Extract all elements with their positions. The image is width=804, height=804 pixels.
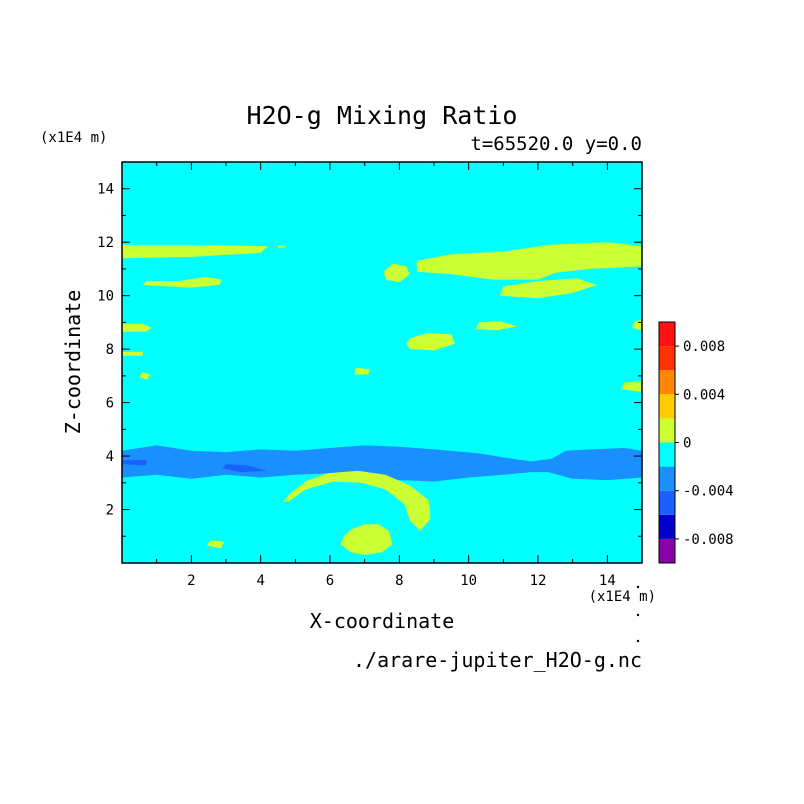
x-tick-label: 10 xyxy=(460,573,477,589)
contour-region xyxy=(354,367,370,375)
x-axis-label: X-coordinate xyxy=(310,609,455,633)
contour-region xyxy=(122,445,642,482)
contour-region xyxy=(122,460,147,466)
colorbar-tick-label: 0.008 xyxy=(683,339,725,355)
colorbar-swatch xyxy=(659,394,675,419)
contour-region xyxy=(122,351,143,356)
colorbar-swatch xyxy=(659,442,675,467)
chart-title: H2O-g Mixing Ratio xyxy=(247,101,518,130)
marker-dot xyxy=(636,613,640,617)
colorbar-swatch xyxy=(659,466,675,491)
marker-dots xyxy=(636,585,640,643)
y-tick-label: 2 xyxy=(106,503,114,519)
contour-region xyxy=(206,540,225,549)
contour-region xyxy=(122,244,268,259)
y-tick-label: 6 xyxy=(106,396,114,412)
colorbar: 0.008 0.004 0 -0.004 -0.008 xyxy=(658,321,734,564)
x-tick-label: 14 xyxy=(599,573,616,589)
colorbar-tick-label: -0.004 xyxy=(683,484,734,500)
contour-region xyxy=(499,278,597,299)
colorbar-swatch xyxy=(659,538,675,563)
contour-region xyxy=(340,524,393,555)
contour-region xyxy=(278,245,285,248)
x-tick-label: 8 xyxy=(395,573,403,589)
contour-region xyxy=(621,381,642,392)
contour-region xyxy=(383,263,410,283)
plot-frame xyxy=(121,161,643,564)
y-tick-label: 12 xyxy=(97,235,114,251)
colorbar-swatch xyxy=(659,418,675,443)
y-tick-label: 4 xyxy=(106,449,114,465)
colorbar-swatch xyxy=(659,346,675,371)
chart-subtitle: t=65520.0 y=0.0 xyxy=(470,133,642,155)
colorbar-swatch xyxy=(659,370,675,395)
contour-region xyxy=(122,323,152,332)
y-axis-label: Z-coordinate xyxy=(61,290,85,435)
y-tick-label: 10 xyxy=(97,289,114,305)
source-filename: ./arare-jupiter_H2O-g.nc xyxy=(353,648,642,672)
colorbar-swatch xyxy=(659,490,675,515)
marker-dot xyxy=(636,585,640,589)
contour-region xyxy=(416,242,642,280)
colorbar-tick-label: -0.008 xyxy=(683,532,734,548)
colorbar-swatch xyxy=(659,514,675,539)
contour-region xyxy=(406,333,455,351)
colorbar-swatch xyxy=(659,322,675,347)
contour-region xyxy=(475,321,518,331)
x-tick-label: 12 xyxy=(530,573,547,589)
contour-region xyxy=(283,470,431,531)
x-tick-label: 4 xyxy=(256,573,264,589)
y-tick-label: 8 xyxy=(106,342,114,358)
x-tick-label: 6 xyxy=(326,573,334,589)
plot-area: 2 4 6 8 10 12 14 2 4 6 8 10 12 14 xyxy=(97,161,643,589)
plot-background xyxy=(122,162,642,563)
x-tick-label: 2 xyxy=(187,573,195,589)
x-unit-label: (x1E4 m) xyxy=(589,589,656,605)
contour-region xyxy=(222,464,268,473)
y-unit-label: (x1E4 m) xyxy=(40,130,107,146)
colorbar-tick-label: 0 xyxy=(683,436,691,452)
colorbar-tick-label: 0.004 xyxy=(683,387,725,403)
contour-region xyxy=(139,371,150,380)
marker-dot xyxy=(636,639,640,643)
contour-region xyxy=(142,277,223,288)
y-tick-label: 14 xyxy=(97,182,114,198)
